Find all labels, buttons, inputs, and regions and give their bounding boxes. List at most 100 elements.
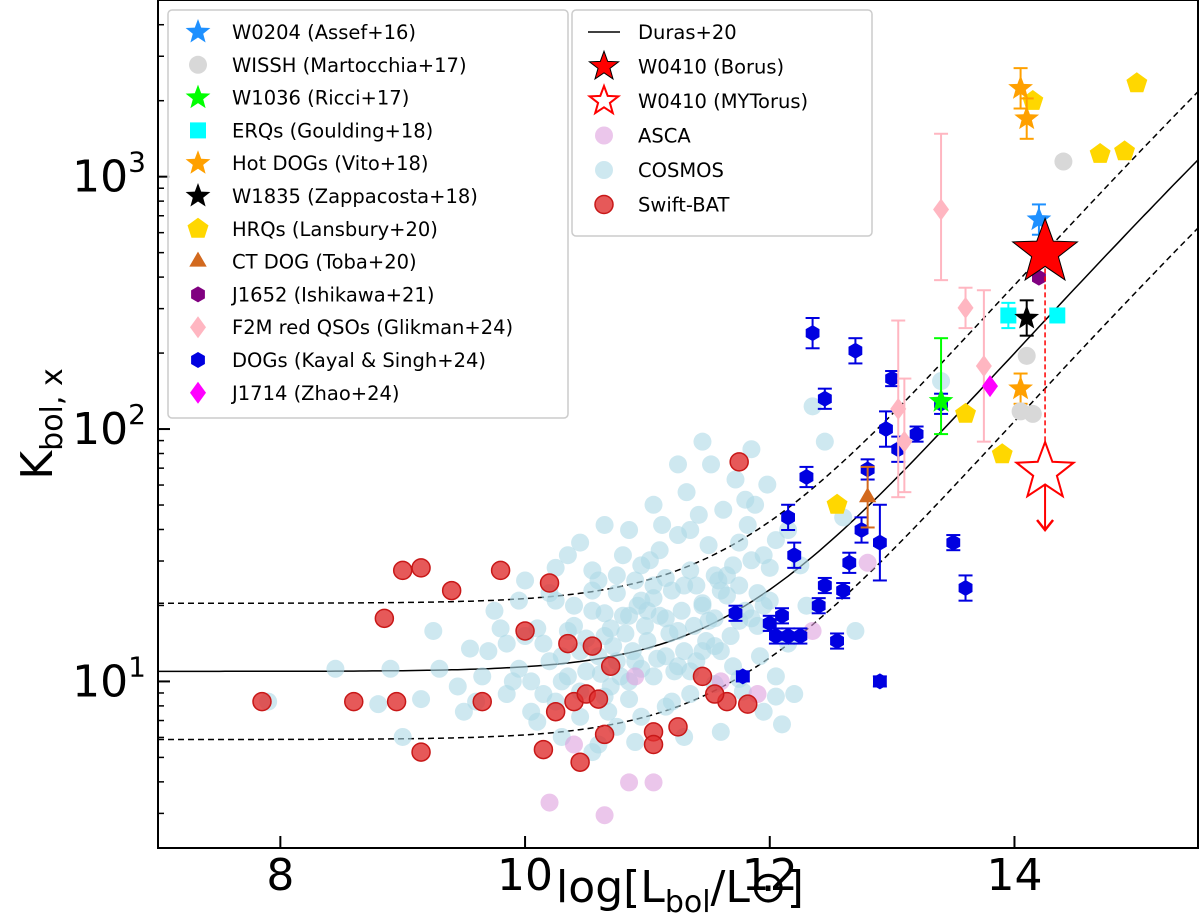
legend-item: W0410 (Borus) [587,49,784,81]
point-dogs [873,534,887,551]
legend-label: Hot DOGs (Vito+18) [232,152,429,175]
point-swift-bat [729,452,749,472]
point-hrqs [991,443,1013,464]
point-cosmos [632,707,651,726]
legend-label: J1714 (Zhao+24) [230,382,400,405]
point-f2m-red-qsos [896,430,913,453]
legend-label: W0410 (MYTorus) [638,90,808,113]
point-dogs [946,534,961,551]
legend-label: W0410 (Borus) [638,56,784,79]
point-dogs [836,582,851,599]
legend-item: W1835 (Zappacosta+18) [185,183,478,208]
point-w1036 [928,388,954,412]
point-cosmos [595,515,614,534]
point-erqs [1000,307,1017,324]
point-swift-bat [545,701,566,722]
point-cosmos [705,566,724,585]
series-swift-bat [252,452,758,772]
series-ct-dog [859,465,877,529]
point-cosmos [583,601,602,620]
point-swift-bat [692,666,713,687]
legend-right: Duras+20 W0410 (Borus) W0410 (MYTorus) ASCA… [571,9,873,237]
point-swift-bat [386,691,407,712]
point-cosmos [424,621,443,640]
legend-label: W0204 (Assef+16) [232,21,416,44]
point-cosmos [669,455,687,474]
point-swift-bat [441,580,462,601]
point-cosmos [644,667,663,686]
point-cosmos [736,490,755,509]
point-swift-bat [643,734,664,755]
point-cosmos [503,672,522,691]
point-cosmos [546,558,565,577]
legend-label: DOGs (Kayal & Singh+24) [232,349,486,372]
legend-label: COSMOS [638,159,724,182]
legend-item: DOGs (Kayal & Singh+24) [191,349,486,372]
point-cosmos [491,619,510,638]
point-cosmos [656,697,675,716]
point-cosmos [738,515,757,534]
point-cosmos [797,596,816,615]
point-asca [595,806,614,825]
legend-label: HRQs (Lansbury+20) [232,218,438,241]
point-cosmos [412,690,431,709]
series-w0410-mytorus [1013,252,1077,533]
legend-item: W0410 (MYTorus) [586,83,808,116]
point-cosmos [754,596,773,615]
point-cosmos [620,690,639,709]
point-cosmos [693,642,712,661]
point-cosmos [758,475,777,494]
point-cosmos [461,639,479,658]
legend-marker [586,83,622,116]
point-asca [540,793,559,812]
point-hrqs [955,402,976,423]
series-w0410-borus [1011,216,1079,282]
point-dogs [848,342,863,359]
point-asca [620,773,639,792]
point-swift-bat [668,717,688,737]
point-cosmos [620,521,639,539]
point-cosmos [742,551,761,570]
point-cosmos [558,546,577,565]
point-swift-bat [392,560,413,581]
y-tick-label: 101 [72,650,146,707]
point-cosmos [656,647,675,666]
legend-marker [185,19,211,43]
point-hot-dogs [1014,105,1040,130]
point-wissh [1023,404,1042,423]
point-dogs [873,673,887,690]
point-cosmos [684,616,703,635]
y-tick-label: 103 [72,146,146,203]
point-dogs [854,522,869,538]
point-swift-bat [594,724,615,745]
legend-marker [185,84,211,109]
point-dogs [769,628,783,644]
point-wissh [1054,152,1073,171]
legend-marker [190,381,206,404]
point-cosmos [620,606,639,625]
point-swift-bat [588,689,609,709]
legend-right-box [571,9,873,237]
point-cosmos [846,621,865,640]
point-dogs [793,628,808,644]
point-cosmos [497,634,516,653]
point-cosmos [430,659,449,678]
point-dogs [787,547,802,564]
point-cosmos [675,642,694,661]
point-cosmos [754,702,773,721]
legend-item: COSMOS [595,159,724,182]
point-dogs [805,325,820,342]
point-ct-dog [859,487,877,503]
x-tick-label: 10 [497,850,553,901]
legend-item: CT DOG (Toba+20) [189,251,417,274]
point-hot-dogs [1008,75,1033,99]
legend-marker [595,126,613,145]
point-cosmos [669,621,687,640]
point-dogs [909,426,924,443]
point-cosmos [693,596,712,615]
point-asca [626,667,645,686]
point-cosmos [552,672,571,691]
point-cosmos [726,470,745,489]
legend-marker [595,161,613,179]
